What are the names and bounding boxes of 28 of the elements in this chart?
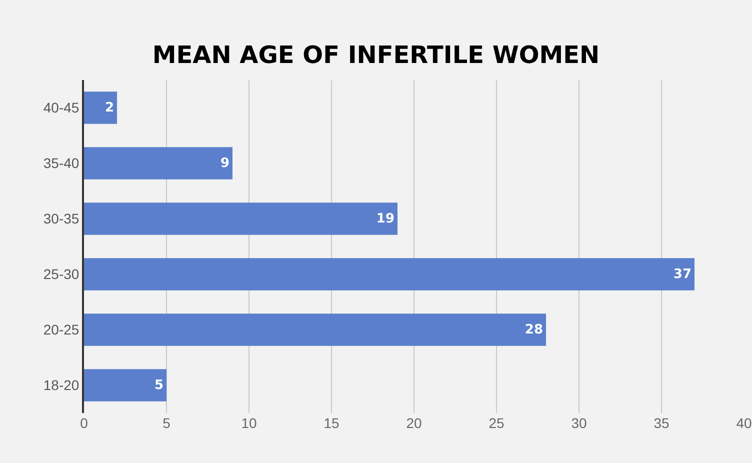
data-label: 19 [376, 211, 394, 226]
data-label: 28 [524, 322, 543, 338]
x-tick-label: 25 [488, 415, 504, 431]
y-tick-label: 20-25 [43, 322, 80, 338]
x-tick-label: 40 [736, 415, 752, 431]
x-tick-label: 20 [406, 415, 422, 431]
y-tick-label: 40-45 [43, 100, 80, 116]
y-tick-label: 25-30 [43, 266, 80, 282]
x-tick-label: 30 [571, 415, 587, 431]
x-tick-label: 15 [324, 415, 340, 431]
data-label: 5 [154, 378, 164, 393]
x-tick-label: 0 [80, 415, 88, 431]
bar [84, 314, 546, 346]
y-tick-label: 30-35 [43, 210, 80, 227]
chart-title: MEAN AGE OF INFERTILE WOMEN [152, 41, 600, 70]
y-tick-label: 35-40 [43, 155, 80, 172]
bar [84, 147, 232, 180]
x-tick-label: 10 [241, 415, 257, 431]
x-tick-label: 5 [162, 415, 171, 431]
bar [84, 92, 117, 124]
data-label: 9 [220, 156, 230, 171]
bar [84, 258, 694, 290]
bar [84, 202, 398, 235]
bar [84, 369, 166, 402]
data-label: 37 [673, 266, 692, 282]
data-label: 2 [104, 100, 114, 116]
y-tick-label: 18-20 [43, 377, 80, 394]
x-tick-label: 35 [654, 415, 670, 431]
